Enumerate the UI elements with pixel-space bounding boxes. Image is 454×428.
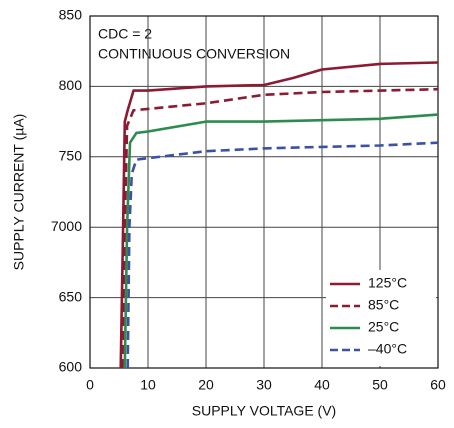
y-tick-label: 600 — [59, 359, 83, 375]
annotation: CONTINUOUS CONVERSION — [98, 46, 290, 62]
x-tick-label: 60 — [430, 377, 446, 393]
legend-label: 85°C — [368, 297, 399, 313]
series-line — [126, 141, 438, 368]
annotation: CDC = 2 — [98, 26, 152, 42]
x-tick-label: 50 — [372, 377, 388, 393]
y-tick-label: 800 — [59, 77, 83, 93]
y-tick-label: 650 — [59, 288, 83, 304]
y-tick-label: 7000 — [51, 218, 82, 234]
y-tick-label: 750 — [59, 148, 83, 164]
x-axis-label: SUPPLY VOLTAGE (V) — [192, 403, 336, 419]
y-tick-label: 850 — [59, 7, 83, 23]
series-line — [123, 113, 438, 368]
plot-frame — [89, 15, 439, 369]
x-tick-label: 10 — [140, 377, 156, 393]
x-tick-label: 30 — [256, 377, 272, 393]
legend-label: –40°C — [368, 341, 407, 357]
y-axis-label: SUPPLY CURRENT (µA) — [11, 114, 27, 271]
series-line — [121, 87, 438, 368]
series-line — [119, 61, 438, 368]
legend-label: 125°C — [368, 275, 407, 291]
legend-label: 25°C — [368, 319, 399, 335]
x-tick-label: 40 — [314, 377, 330, 393]
x-tick-label: 0 — [86, 377, 94, 393]
plot-lines — [119, 61, 438, 368]
x-tick-label: 20 — [198, 377, 214, 393]
